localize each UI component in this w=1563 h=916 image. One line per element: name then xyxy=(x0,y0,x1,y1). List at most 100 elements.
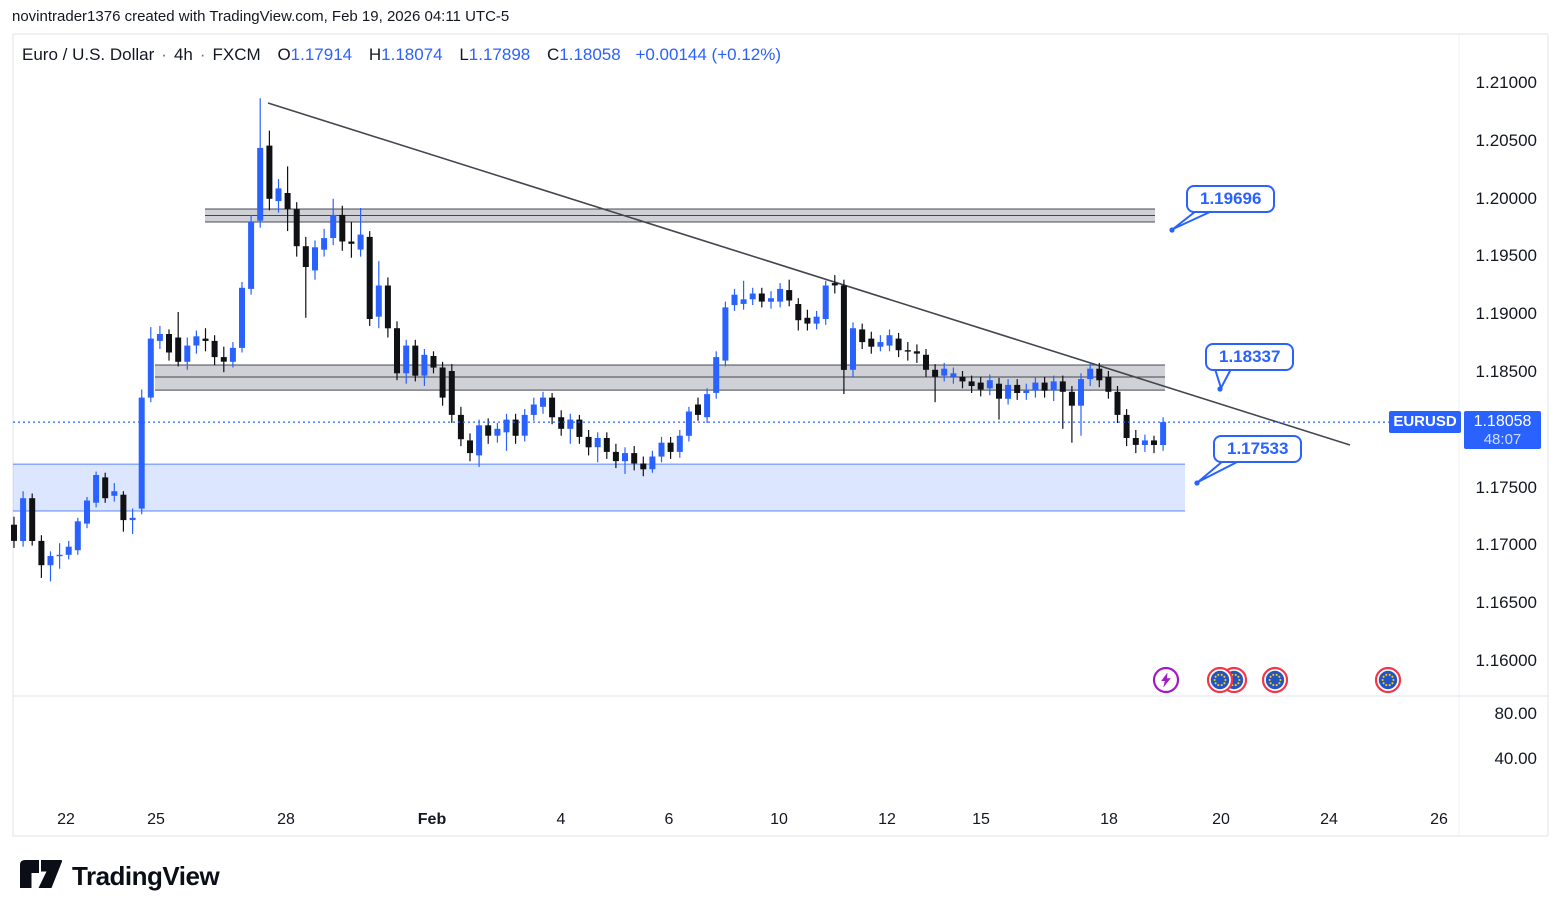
candle-up xyxy=(403,345,410,374)
exchange-label[interactable]: FXCM xyxy=(212,45,261,64)
candle-up xyxy=(950,373,957,377)
candle-up xyxy=(239,287,245,348)
time-axis-tick: 24 xyxy=(1320,811,1338,828)
candle-up xyxy=(1160,422,1167,445)
candle-up xyxy=(193,336,200,346)
candle-up xyxy=(749,293,756,300)
candle-up xyxy=(622,453,628,462)
price-callout[interactable]: 1.19696 xyxy=(1186,185,1276,213)
low-label: L xyxy=(459,45,469,64)
price-axis-tick: 1.20500 xyxy=(1475,131,1537,150)
price-callout[interactable]: 1.17533 xyxy=(1213,435,1303,463)
candle-down xyxy=(339,214,346,242)
candle-down xyxy=(558,417,565,429)
low-value: 1.17898 xyxy=(468,45,531,64)
descending-trendline[interactable] xyxy=(267,102,1351,446)
economic-event-eu-flag-icon[interactable] xyxy=(1260,665,1290,695)
time-axis-tick: Feb xyxy=(417,811,447,828)
time-axis-tick: 22 xyxy=(57,811,75,828)
price-axis-tick: 1.19000 xyxy=(1475,304,1537,323)
candle-down xyxy=(1096,368,1103,381)
tradingview-logo-icon xyxy=(20,860,63,893)
time-axis-tick: 25 xyxy=(147,811,165,828)
price-callout[interactable]: 1.18337 xyxy=(1205,343,1295,371)
indicator-axis-tick: 80.00 xyxy=(1494,704,1537,723)
open-value: 1.17914 xyxy=(290,45,353,64)
candle-down xyxy=(831,283,838,286)
time-axis-tick: 12 xyxy=(878,811,896,828)
candle-down xyxy=(932,369,939,377)
candle-down xyxy=(859,329,866,343)
candle-down xyxy=(667,442,674,452)
current-price-label[interactable]: 1.18058 48:07 xyxy=(1464,411,1541,449)
supply-zone-mid[interactable] xyxy=(155,364,1165,391)
current-symbol-tag[interactable]: EURUSD xyxy=(1389,411,1461,433)
time-axis-tick: 4 xyxy=(556,811,566,828)
close-label: C xyxy=(546,45,560,64)
candle-up xyxy=(822,285,829,319)
demand-zone[interactable] xyxy=(13,463,1185,512)
candle-down xyxy=(293,209,300,247)
candle-down xyxy=(1123,414,1130,438)
candle-up xyxy=(886,335,893,346)
interval-label[interactable]: 4h xyxy=(173,45,193,64)
candle-down xyxy=(220,357,227,362)
candle-up xyxy=(530,404,537,415)
time-axis-tick: 6 xyxy=(664,811,674,828)
supply-zone-upper[interactable] xyxy=(205,208,1155,223)
candle-down xyxy=(166,334,172,353)
symbol-title[interactable]: Euro / U.S. Dollar xyxy=(22,45,155,64)
candle-down xyxy=(348,241,355,244)
candle-up xyxy=(1005,384,1012,399)
candle-down xyxy=(120,494,127,521)
attribution-text: novintrader1376 created with TradingView… xyxy=(12,8,510,25)
candle-up xyxy=(357,234,364,250)
candle-down xyxy=(29,498,36,541)
economic-event-lightning-icon[interactable] xyxy=(1151,665,1181,695)
close-value: 1.18058 xyxy=(559,45,621,64)
candle-up xyxy=(713,357,720,393)
candle-down xyxy=(895,338,902,351)
candle-up xyxy=(56,554,63,557)
candle-down xyxy=(612,451,619,462)
candle-down xyxy=(439,367,446,398)
candle-up xyxy=(877,342,884,347)
candle-up xyxy=(156,334,163,341)
candle-down xyxy=(904,350,911,352)
economic-event-eu-flag-icon[interactable] xyxy=(1373,665,1403,695)
candle-up xyxy=(986,380,993,389)
time-axis-tick: 10 xyxy=(770,811,788,828)
candle-down xyxy=(266,145,273,199)
candle-up xyxy=(540,397,546,407)
bar-countdown: 48:07 xyxy=(1483,431,1522,448)
candle-up xyxy=(257,147,264,221)
price-axis-tick: 1.18500 xyxy=(1475,362,1537,381)
price-callout-tail xyxy=(1214,368,1232,392)
candle-up xyxy=(65,546,72,555)
candle-up xyxy=(1032,382,1039,391)
legend-separator: · xyxy=(199,45,206,64)
price-axis-tick: 1.19500 xyxy=(1475,246,1537,265)
candle-up xyxy=(20,498,27,541)
symbol-legend[interactable]: Euro / U.S. Dollar · 4h · FXCM O1.17914 H1.1… xyxy=(22,45,781,65)
high-value: 1.18074 xyxy=(381,45,443,64)
candle-up xyxy=(421,354,428,376)
candle-down xyxy=(448,371,455,415)
candle-up xyxy=(941,368,948,376)
candle-up xyxy=(476,425,483,456)
economic-event-eu-flag-icon[interactable] xyxy=(1205,665,1235,695)
current-symbol-text: EURUSD xyxy=(1393,413,1457,430)
candle-down xyxy=(384,285,391,329)
candle-up xyxy=(111,491,118,496)
candle-up xyxy=(74,521,81,551)
current-price-value: 1.18058 xyxy=(1473,413,1532,430)
candle-up xyxy=(84,500,90,524)
candle-up xyxy=(649,456,656,470)
candle-up xyxy=(777,288,784,302)
time-axis-tick: 20 xyxy=(1212,811,1230,828)
candle-down xyxy=(430,356,437,368)
candle-down xyxy=(512,419,519,436)
tradingview-logo[interactable]: TradingView xyxy=(20,860,220,893)
candle-down xyxy=(412,345,419,376)
